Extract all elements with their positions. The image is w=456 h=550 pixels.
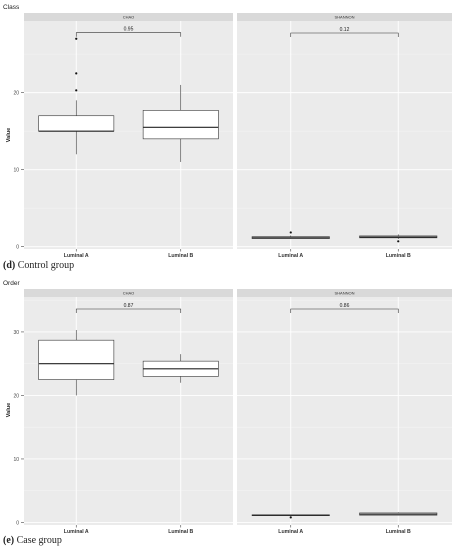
- facet-strip: [24, 289, 233, 297]
- facet-strip: [237, 13, 452, 21]
- facet-strip: [237, 289, 452, 297]
- p-value-label: 0.12: [340, 27, 350, 33]
- y-axis-label: Value: [6, 128, 12, 142]
- box: [38, 115, 115, 132]
- x-tick-label: Luminal B: [386, 529, 411, 535]
- p-value-label: 0.87: [124, 303, 134, 309]
- facet-label: SHANNON: [334, 291, 354, 296]
- x-tick-label: Luminal A: [278, 529, 303, 535]
- significance-bracket: [75, 32, 182, 37]
- facet-strip: [24, 13, 233, 21]
- box: [38, 339, 115, 380]
- facet-label: CHAO: [123, 15, 135, 20]
- box: [142, 110, 219, 140]
- y-axis-label: Value: [6, 403, 12, 417]
- p-value-label: 0.86: [340, 303, 350, 309]
- outlier-point: [75, 89, 78, 92]
- outlier-point: [289, 231, 292, 234]
- x-tick-label: Luminal B: [168, 253, 193, 259]
- outlier-point: [289, 516, 292, 519]
- x-tick-label: Luminal A: [64, 529, 89, 535]
- caption-control-group: (d) Control group: [3, 260, 74, 271]
- caption-text: Case group: [16, 535, 62, 546]
- y-tick-label: 0: [16, 520, 19, 526]
- chart-control-group: Class Value 0 10 20 CHAO 0.95 Luminal A Luminal …: [3, 4, 452, 259]
- x-tick-label: Luminal B: [386, 253, 411, 259]
- panel-background: [24, 297, 233, 525]
- significance-bracket: [290, 308, 399, 313]
- outlier-point: [75, 37, 78, 40]
- p-value-label: 0.95: [124, 27, 134, 33]
- chart-title: Class: [3, 4, 20, 11]
- caption-letter: (e): [3, 535, 15, 546]
- outlier-point: [397, 240, 400, 243]
- y-tick-label: 10: [13, 457, 19, 463]
- panel-background: [237, 297, 452, 525]
- significance-bracket: [75, 308, 182, 313]
- x-tick-label: Luminal A: [278, 253, 303, 259]
- facet-label: SHANNON: [334, 15, 354, 20]
- caption-text: Control group: [17, 260, 75, 271]
- y-tick-label: 30: [13, 330, 19, 336]
- caption-case-group: (e) Case group: [3, 535, 62, 546]
- x-tick-label: Luminal B: [168, 529, 193, 535]
- chart-case-group: Order Value 0 10 20 30 CHAO 0.87 Luminal A Lumina…: [3, 280, 452, 535]
- chart-title: Order: [3, 280, 20, 287]
- facet-label: CHAO: [123, 291, 135, 296]
- y-tick-label: 20: [13, 393, 19, 399]
- outlier-point: [75, 72, 78, 75]
- significance-bracket: [290, 32, 399, 37]
- y-tick-label: 20: [13, 91, 19, 97]
- caption-letter: (d): [3, 260, 16, 271]
- x-tick-label: Luminal A: [64, 253, 89, 259]
- y-tick-label: 0: [16, 245, 19, 251]
- y-tick-label: 10: [13, 168, 19, 174]
- panel-background: [237, 21, 452, 249]
